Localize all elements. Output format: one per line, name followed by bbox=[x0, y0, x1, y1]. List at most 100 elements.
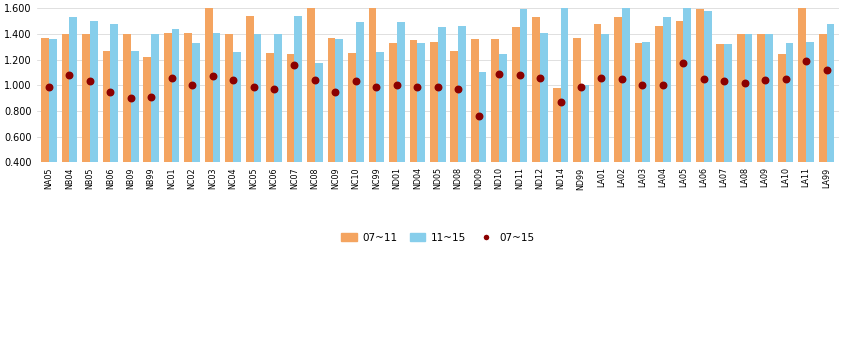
Point bbox=[104, 89, 117, 94]
Point bbox=[779, 76, 792, 81]
Point bbox=[206, 74, 219, 79]
Point bbox=[411, 84, 424, 89]
Bar bbox=[151, 34, 159, 162]
Bar bbox=[103, 50, 110, 162]
Bar bbox=[90, 21, 98, 162]
Bar bbox=[663, 17, 671, 162]
Bar bbox=[581, 85, 588, 162]
Bar bbox=[696, 10, 704, 162]
Point bbox=[738, 80, 751, 86]
Bar bbox=[593, 24, 601, 162]
Bar bbox=[246, 16, 254, 162]
Point bbox=[677, 61, 690, 66]
Bar bbox=[336, 39, 343, 162]
Bar bbox=[410, 40, 417, 162]
Point bbox=[185, 83, 199, 88]
Bar bbox=[212, 33, 220, 162]
Bar bbox=[123, 34, 131, 162]
Point bbox=[227, 77, 240, 83]
Bar bbox=[110, 24, 118, 162]
Bar bbox=[328, 38, 336, 162]
Bar bbox=[573, 38, 581, 162]
Bar bbox=[131, 50, 138, 162]
Bar bbox=[786, 43, 793, 162]
Point bbox=[62, 72, 76, 78]
Point bbox=[267, 87, 281, 92]
Point bbox=[819, 67, 833, 73]
Point bbox=[717, 79, 731, 84]
Bar bbox=[397, 22, 405, 162]
Point bbox=[513, 72, 526, 78]
Bar bbox=[185, 33, 192, 162]
Point bbox=[594, 75, 608, 80]
Bar bbox=[499, 55, 507, 162]
Bar bbox=[69, 17, 78, 162]
Point bbox=[492, 71, 506, 76]
Bar bbox=[765, 34, 773, 162]
Bar bbox=[684, 4, 691, 162]
Point bbox=[349, 79, 362, 84]
Point bbox=[247, 84, 260, 89]
Point bbox=[42, 84, 56, 89]
Bar bbox=[615, 17, 622, 162]
Bar bbox=[806, 42, 813, 162]
Bar bbox=[491, 39, 499, 162]
Bar bbox=[675, 21, 684, 162]
Bar bbox=[459, 26, 466, 162]
Point bbox=[574, 84, 588, 89]
Bar bbox=[376, 52, 384, 162]
Point bbox=[369, 84, 383, 89]
Bar bbox=[744, 34, 753, 162]
Bar bbox=[622, 5, 630, 162]
Bar bbox=[274, 34, 282, 162]
Bar bbox=[724, 44, 732, 162]
Bar bbox=[287, 55, 294, 162]
Bar bbox=[62, 34, 69, 162]
Bar bbox=[225, 34, 234, 162]
Bar bbox=[471, 39, 479, 162]
Bar bbox=[532, 17, 540, 162]
Bar bbox=[757, 34, 765, 162]
Point bbox=[799, 58, 813, 64]
Bar bbox=[642, 42, 650, 162]
Point bbox=[124, 95, 137, 101]
Bar bbox=[438, 28, 445, 162]
Bar bbox=[635, 43, 642, 162]
Bar bbox=[356, 22, 363, 162]
Point bbox=[656, 83, 669, 88]
Bar bbox=[717, 44, 724, 162]
Bar bbox=[368, 2, 376, 162]
Bar bbox=[819, 34, 826, 162]
Point bbox=[697, 76, 711, 81]
Bar bbox=[164, 33, 172, 162]
Bar bbox=[826, 24, 835, 162]
Bar bbox=[294, 16, 303, 162]
Bar bbox=[430, 42, 438, 162]
Point bbox=[287, 62, 301, 68]
Bar bbox=[704, 11, 711, 162]
Point bbox=[554, 99, 567, 105]
Point bbox=[759, 77, 772, 83]
Point bbox=[472, 114, 486, 119]
Bar bbox=[512, 28, 519, 162]
Bar bbox=[266, 53, 274, 162]
Point bbox=[431, 84, 444, 89]
Legend: 07~11, 11~15, 07~15: 07~11, 11~15, 07~15 bbox=[337, 228, 539, 247]
Bar bbox=[82, 34, 90, 162]
Point bbox=[452, 87, 465, 92]
Point bbox=[165, 75, 179, 80]
Point bbox=[309, 77, 322, 83]
Point bbox=[636, 83, 649, 88]
Bar bbox=[540, 33, 548, 162]
Bar bbox=[234, 52, 241, 162]
Bar bbox=[655, 26, 663, 162]
Bar bbox=[737, 34, 744, 162]
Bar bbox=[553, 88, 561, 162]
Bar bbox=[41, 38, 49, 162]
Bar bbox=[519, 9, 528, 162]
Bar bbox=[479, 72, 486, 162]
Bar bbox=[192, 43, 200, 162]
Point bbox=[534, 75, 547, 80]
Bar bbox=[417, 43, 425, 162]
Point bbox=[390, 83, 404, 88]
